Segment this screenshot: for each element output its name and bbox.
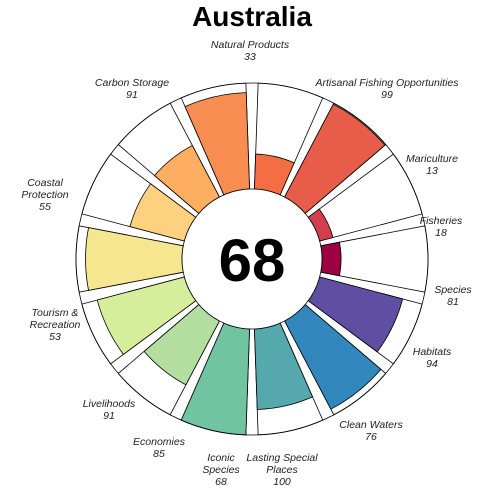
goal-value-tourism-recreation: 53 [49, 331, 61, 343]
goal-value-natural-products: 33 [244, 51, 256, 63]
petal-fisheries [320, 241, 342, 277]
goal-label-habitats: Habitats 94 [413, 346, 452, 370]
outer-ring [75, 82, 429, 436]
goal-label-mariculture: Mariculture 13 [406, 153, 458, 177]
goal-value-carbon-storage: 91 [126, 89, 138, 101]
goal-value-economies: 85 [153, 448, 165, 460]
goal-label-tourism-recreation: Tourism & Recreation 53 [30, 307, 81, 343]
center-score: 68 [219, 227, 286, 294]
goal-value-iconic-species: 68 [215, 476, 227, 488]
goal-value-lasting-special-places: 100 [273, 476, 291, 488]
goal-label-livelihoods: Livelihoods 91 [83, 398, 136, 422]
goal-label-fisheries: Fisheries 18 [420, 215, 463, 239]
chart-title: Australia [192, 1, 312, 32]
center-circle [181, 188, 323, 330]
petal-natural-products [254, 153, 295, 196]
goal-label-coastal-protection: Coastal Protection 55 [21, 177, 68, 213]
goal-label-species: Species 81 [434, 284, 472, 308]
goal-value-mariculture: 13 [426, 165, 438, 177]
goal-label-iconic-species: Iconic Species 68 [202, 452, 240, 488]
goal-value-species: 81 [447, 296, 459, 308]
goal-value-fisheries: 18 [435, 227, 447, 239]
goal-value-livelihoods: 91 [103, 410, 115, 422]
goal-label-carbon-storage: Carbon Storage 91 [95, 77, 169, 101]
goal-value-coastal-protection: 55 [39, 201, 51, 213]
petals-group [75, 82, 429, 436]
goal-value-artisanal-fishing-opportunities: 99 [381, 89, 393, 101]
goal-label-lasting-special-places: Lasting Special Places 100 [246, 452, 318, 488]
goal-label-clean-waters: Clean Waters 76 [339, 419, 403, 443]
goal-label-economies: Economies 85 [133, 436, 186, 460]
goal-label-artisanal-fishing-opportunities: Artisanal Fishing Opportunities 99 [315, 77, 460, 101]
goal-label-natural-products: Natural Products 33 [211, 39, 290, 63]
goal-value-clean-waters: 76 [365, 431, 377, 443]
goal-value-habitats: 94 [426, 358, 438, 370]
labels-group: Natural Products 33 Artisanal Fishing Oppo… [21, 39, 472, 488]
